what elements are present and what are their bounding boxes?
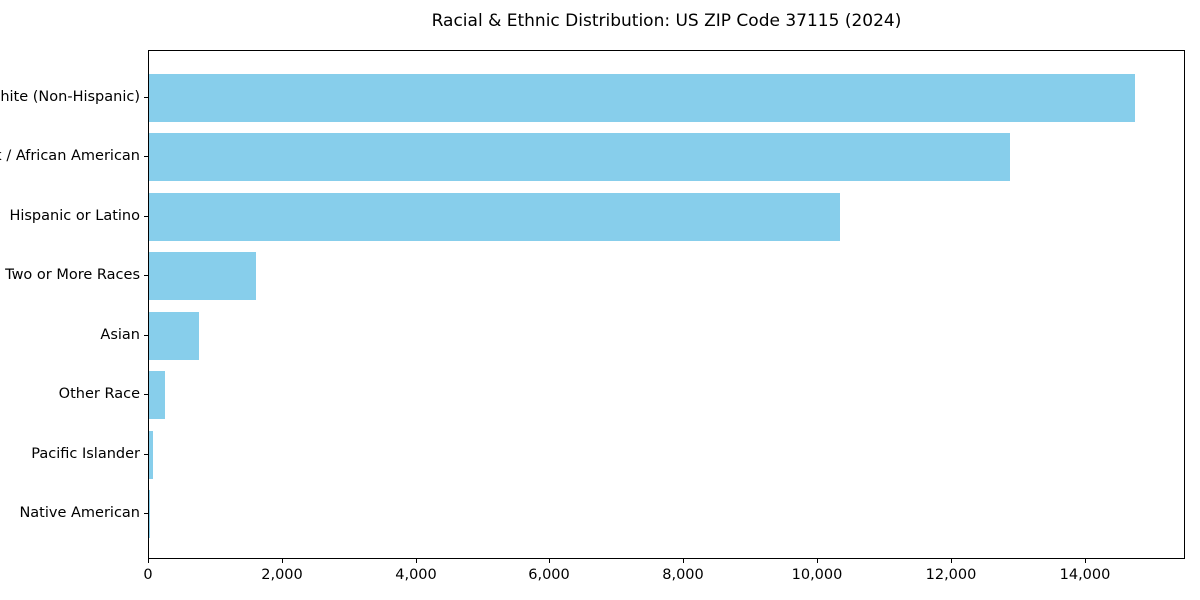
x-tick-label: 6,000 — [528, 567, 570, 583]
y-tick-label: Other Race — [58, 386, 140, 402]
x-axis-tick — [817, 559, 818, 563]
y-axis-tick — [144, 275, 148, 276]
x-axis-tick — [1085, 559, 1086, 563]
y-tick-label: Hispanic or Latino — [9, 208, 140, 224]
y-axis-tick — [144, 216, 148, 217]
bar — [149, 133, 1011, 182]
bar — [149, 490, 150, 539]
bar — [149, 371, 166, 420]
bar — [149, 311, 200, 360]
y-axis-tick — [144, 97, 148, 98]
x-tick-label: 0 — [143, 567, 153, 583]
y-tick-label: Two or More Races — [5, 267, 140, 283]
y-tick-label: Native American — [19, 505, 140, 521]
x-tick-label: 4,000 — [395, 567, 437, 583]
y-axis-tick — [144, 335, 148, 336]
x-axis-tick — [549, 559, 550, 563]
y-axis-tick — [144, 454, 148, 455]
x-axis-tick — [282, 559, 283, 563]
x-tick-label: 8,000 — [662, 567, 704, 583]
x-axis-tick — [951, 559, 952, 563]
plot-area — [148, 50, 1185, 559]
bar — [149, 192, 841, 241]
x-tick-label: 12,000 — [925, 567, 977, 583]
x-tick-label: 10,000 — [791, 567, 843, 583]
x-axis-tick — [416, 559, 417, 563]
y-axis-tick — [144, 394, 148, 395]
x-axis-tick — [683, 559, 684, 563]
y-tick-label: Black / African American — [0, 148, 140, 164]
y-tick-label: Asian — [100, 327, 140, 343]
x-tick-label: 2,000 — [261, 567, 303, 583]
bar — [149, 252, 256, 301]
x-tick-label: 14,000 — [1059, 567, 1111, 583]
y-tick-label: White (Non-Hispanic) — [0, 89, 140, 105]
bar — [149, 73, 1136, 122]
y-tick-label: Pacific Islander — [31, 446, 140, 462]
chart-title: Racial & Ethnic Distribution: US ZIP Cod… — [431, 11, 902, 31]
bar — [149, 430, 153, 479]
y-axis-tick — [144, 513, 148, 514]
y-axis-tick — [144, 156, 148, 157]
x-axis-tick — [148, 559, 149, 563]
